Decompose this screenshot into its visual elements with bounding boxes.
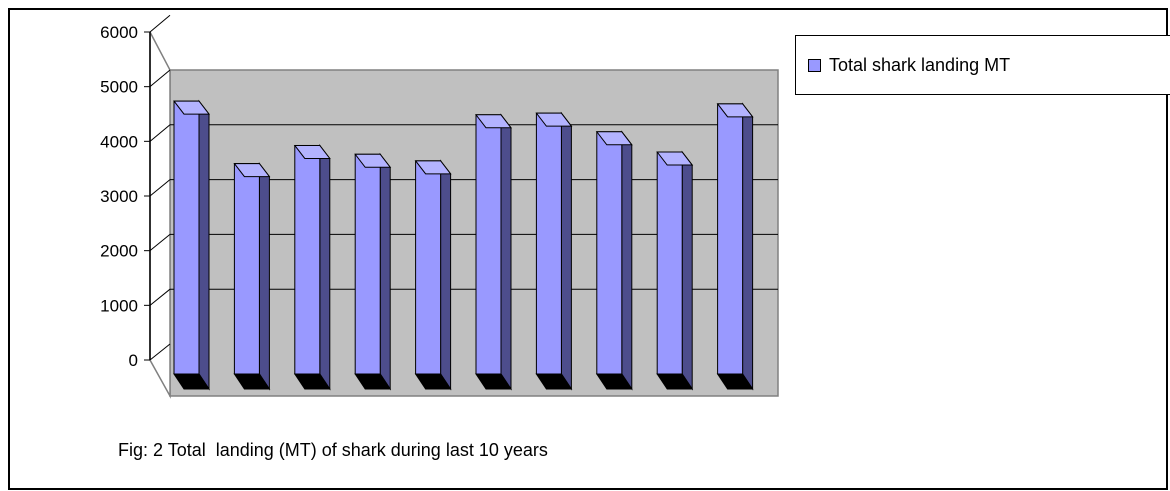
legend-label: Total shark landing MT (829, 54, 1011, 75)
bar (535, 111, 573, 391)
gridline-diagonal (149, 234, 171, 252)
bar (293, 144, 331, 391)
y-tick-label: 4000 (100, 132, 138, 151)
gridline-diagonal (149, 288, 171, 306)
gridline-diagonal (149, 14, 171, 33)
bar (595, 130, 633, 391)
bar (354, 152, 392, 391)
y-tick-label: 6000 (100, 23, 138, 42)
y-tick-label: 3000 (100, 187, 138, 206)
bars (172, 99, 754, 391)
gridline-diagonal (149, 124, 171, 142)
bar (716, 102, 754, 391)
bar (656, 150, 694, 391)
bar (233, 162, 271, 391)
bar (474, 113, 513, 391)
y-tick-label: 2000 (100, 242, 138, 261)
legend-swatch (808, 58, 821, 72)
y-tick-label: 0 (129, 351, 138, 370)
gridline-diagonal (149, 343, 171, 361)
bar (172, 99, 211, 391)
y-tick-label: 1000 (100, 296, 138, 315)
y-axis: 0 1000 2000 3000 4000 5000 6000 (100, 23, 150, 370)
bar (414, 159, 452, 391)
figure-caption: Fig: 2 Total landing (MT) of shark durin… (118, 440, 548, 460)
legend: Total shark landing MT (795, 35, 1170, 95)
side-wall (149, 31, 171, 399)
gridline-diagonal (149, 179, 171, 197)
gridline-diagonal (149, 69, 171, 88)
y-tick-label: 5000 (100, 78, 138, 97)
